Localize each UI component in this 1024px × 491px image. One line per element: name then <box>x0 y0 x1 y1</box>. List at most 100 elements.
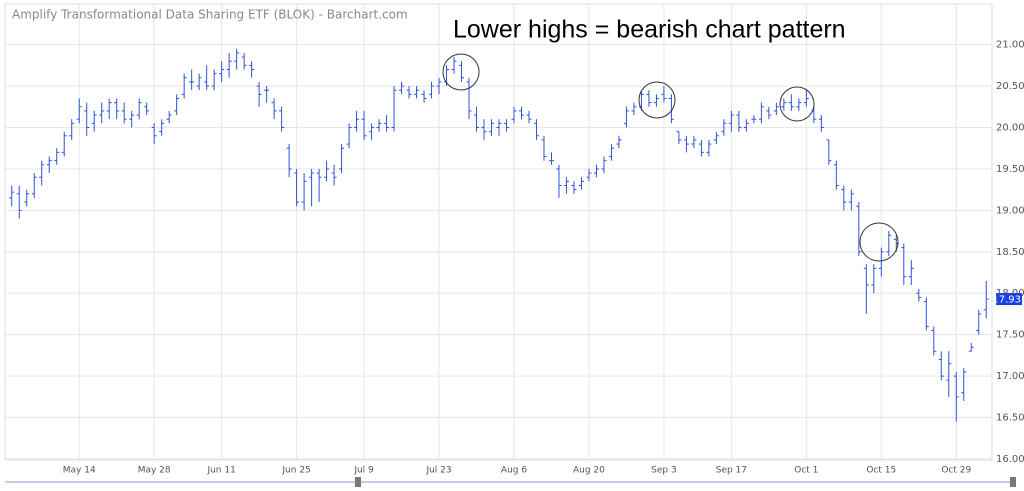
ohlc-bar <box>766 106 772 120</box>
ohlc-bar <box>31 173 37 198</box>
ohlc-bar <box>736 110 742 132</box>
ohlc-bar <box>174 94 180 116</box>
x-tick-label: Jul 9 <box>353 466 374 476</box>
ohlc-bar <box>211 69 217 91</box>
ohlc-bar <box>976 309 982 335</box>
scroll-handle[interactable] <box>355 477 361 487</box>
x-tick-label: Aug 6 <box>501 466 527 476</box>
plot-frame <box>4 3 993 461</box>
circle <box>442 53 480 91</box>
ohlc-bar <box>54 148 60 165</box>
ohlc-bar <box>841 185 847 211</box>
ohlc-bar <box>481 119 487 140</box>
ohlc-bar <box>151 123 157 145</box>
ohlc-bar <box>608 144 614 161</box>
ohlc-bar <box>219 61 225 82</box>
annotation: Lower highs = bearish chart pattern <box>453 16 846 44</box>
ohlc-bar <box>751 115 757 124</box>
ohlc-bar <box>384 115 390 132</box>
ohlc-bar <box>728 110 734 132</box>
ohlc-bar <box>414 86 420 99</box>
ohlc-bar <box>421 90 427 103</box>
ohlc-bar <box>61 131 67 157</box>
y-tick-label: 16.00 <box>996 454 1024 465</box>
ohlc-bar <box>376 119 382 132</box>
ohlc-bar <box>916 289 922 302</box>
plot-layer: 16.0016.5017.0017.5018.0018.5019.0019.50… <box>5 4 1024 476</box>
y-tick-label: 19.00 <box>996 205 1024 216</box>
ohlc-bar <box>301 173 307 211</box>
ohlc-bar <box>166 110 172 124</box>
ohlc-bar <box>526 110 532 124</box>
x-tick-label: Jun 11 <box>206 466 235 476</box>
ohlc-bar <box>46 156 52 174</box>
ohlc-bar <box>953 371 959 422</box>
ohlc-bar <box>489 119 495 136</box>
ohlc-bar <box>638 90 644 111</box>
ohlc-bar <box>811 106 817 124</box>
ohlc-bar <box>946 351 952 397</box>
ohlc-bar <box>249 61 255 78</box>
ohlc-bar <box>459 61 465 82</box>
ohlc-bar <box>84 102 90 136</box>
ohlc-bar <box>878 247 884 277</box>
scroll-handle[interactable] <box>1010 477 1016 487</box>
ohlc-bar <box>653 94 659 107</box>
ohlc-bar <box>181 73 187 99</box>
ohlc-bar <box>683 135 689 153</box>
last-price-tag: 17.93 <box>992 293 1022 306</box>
ohlc-bar <box>563 177 569 194</box>
ohlc-bar <box>241 52 247 70</box>
ohlc-bar <box>601 156 607 174</box>
ohlc-bar <box>676 131 682 145</box>
ohlc-bar <box>803 90 809 107</box>
ohlc-bar <box>324 160 330 182</box>
ohlc-bar <box>938 351 944 381</box>
ohlc-bar <box>354 110 360 132</box>
last-price-box <box>996 293 1022 306</box>
x-tick-label: Oct 15 <box>866 466 896 476</box>
ohlc-bar <box>503 119 509 132</box>
ohlc-bar <box>286 144 292 178</box>
ohlc-bar <box>114 98 120 120</box>
ohlc-bar <box>856 202 862 256</box>
ohlc-bar <box>871 264 877 294</box>
ohlc-bar <box>391 86 397 132</box>
ohlc-bar <box>39 160 45 186</box>
ohlc-bar <box>9 185 15 207</box>
ohlc-bar <box>256 81 262 107</box>
circle <box>638 81 676 119</box>
y-tick-label: 17.00 <box>996 371 1024 382</box>
ohlc-bar <box>346 123 352 149</box>
circle <box>779 86 815 122</box>
x-tick-label: Oct 29 <box>941 466 971 476</box>
highlight-circles <box>442 53 899 262</box>
x-tick-label: Oct 1 <box>794 466 818 476</box>
ohlc-bar <box>923 297 929 331</box>
y-tick-label: 20.50 <box>996 81 1024 92</box>
x-tick-label: Sep 17 <box>716 466 747 476</box>
ohlc-bar <box>908 260 914 285</box>
ohlc-bar <box>758 102 764 124</box>
ohlc-bar <box>369 123 375 140</box>
x-tick-label: Sep 3 <box>651 466 677 476</box>
ohlc-bar <box>106 98 112 120</box>
ohlc-bar <box>189 69 195 91</box>
ohlc-bar <box>931 326 937 356</box>
x-tick-label: Jul 23 <box>425 466 451 476</box>
x-tick-label: Aug 20 <box>573 466 605 476</box>
ohlc-bar <box>556 164 562 198</box>
ohlc-bar <box>788 94 794 111</box>
ohlc-bar <box>399 81 405 95</box>
ohlc-bar <box>144 102 150 116</box>
ohlc-bar <box>616 135 622 149</box>
ohlc-bar <box>129 110 135 128</box>
ohlc-bar <box>91 110 97 132</box>
ohlc-bar <box>466 77 472 120</box>
y-tick-label: 19.50 <box>996 164 1024 175</box>
ohlc-bar <box>721 119 727 136</box>
ohlc-bar <box>743 119 749 132</box>
y-tick-label: 20.00 <box>996 122 1024 133</box>
ohlc-bar <box>451 57 457 74</box>
ohlc-bar <box>518 106 524 120</box>
